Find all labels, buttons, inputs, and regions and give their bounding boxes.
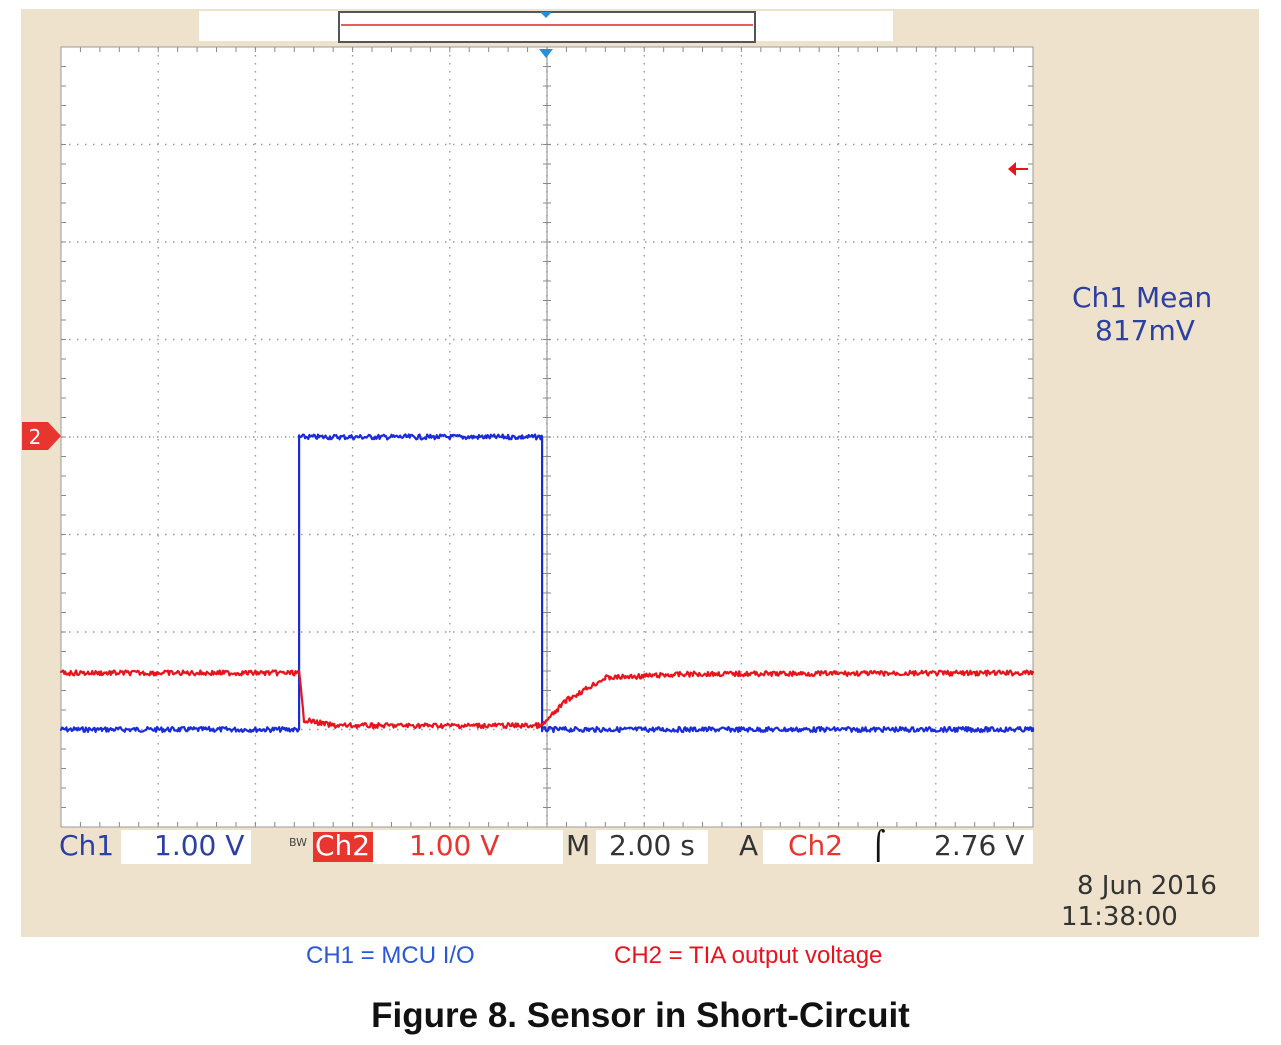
trigger-position-icon [539, 49, 553, 58]
time-readout: 11:38:00 [1061, 902, 1178, 932]
measure-title: Ch1 Mean [1072, 281, 1213, 314]
timebase-box [596, 830, 708, 864]
trigger-label: A [739, 829, 759, 862]
ch2-ground-marker: 2 [22, 422, 61, 450]
ch2-scale-box [373, 830, 563, 864]
legend-ch1: CH1 = MCU I/O [306, 942, 475, 969]
ch2-scale: 1.00 V [409, 829, 500, 862]
figure-caption: Figure 8. Sensor in Short-Circuit [371, 996, 910, 1035]
grid-lines [60, 46, 1034, 828]
trigger-level: 2.76 V [934, 829, 1025, 862]
record-trigger-icon [540, 12, 552, 18]
traces [59, 433, 1035, 734]
trigger-box [763, 830, 1033, 864]
trigger-source: Ch2 [788, 829, 844, 862]
ch2-marker-box [22, 422, 48, 450]
ch1-scale-box [121, 830, 251, 864]
trace-ch1 [59, 433, 1035, 734]
trigger-slope-icon: ⌠ [871, 829, 886, 862]
ch2-label: Ch2 [315, 829, 371, 862]
bandwidth-limit-icon: BW [289, 836, 308, 849]
trigger-level-tick [1012, 168, 1028, 170]
measure-value: 817mV [1095, 314, 1195, 347]
ch2-label-box [313, 832, 373, 862]
trace-ch2 [59, 669, 1035, 730]
ch2-marker-text: 2 [29, 425, 42, 449]
ch1-scale: 1.00 V [154, 829, 245, 862]
graticule-border [60, 46, 1034, 828]
oscilloscope-display: 2 Ch1 1.00 V BW Ch2 1.00 V M 2.00 s A Ch… [21, 9, 1259, 937]
ch1-label: Ch1 [59, 829, 115, 862]
date-readout: 8 Jun 2016 [1077, 871, 1217, 901]
ch2-marker-arrow-icon [48, 422, 61, 450]
legend-ch2: CH2 = TIA output voltage [614, 942, 883, 969]
timebase-value: 2.00 s [609, 829, 695, 862]
waveform-screen: 2 [22, 11, 1035, 864]
timebase-label: M [566, 829, 591, 862]
